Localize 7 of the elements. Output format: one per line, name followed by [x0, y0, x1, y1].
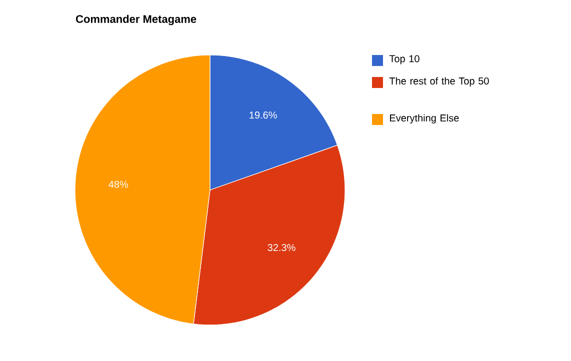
legend-label: Top 10	[389, 55, 420, 64]
legend-label: Everything Else	[390, 114, 459, 124]
data-label: 48%	[108, 180, 128, 188]
data-label: 19.6%	[250, 112, 277, 119]
chart-title: Commander Metagame	[76, 14, 196, 26]
legend-label: The rest of the Top 50	[389, 77, 489, 87]
data-label: 32.3%	[268, 244, 296, 252]
